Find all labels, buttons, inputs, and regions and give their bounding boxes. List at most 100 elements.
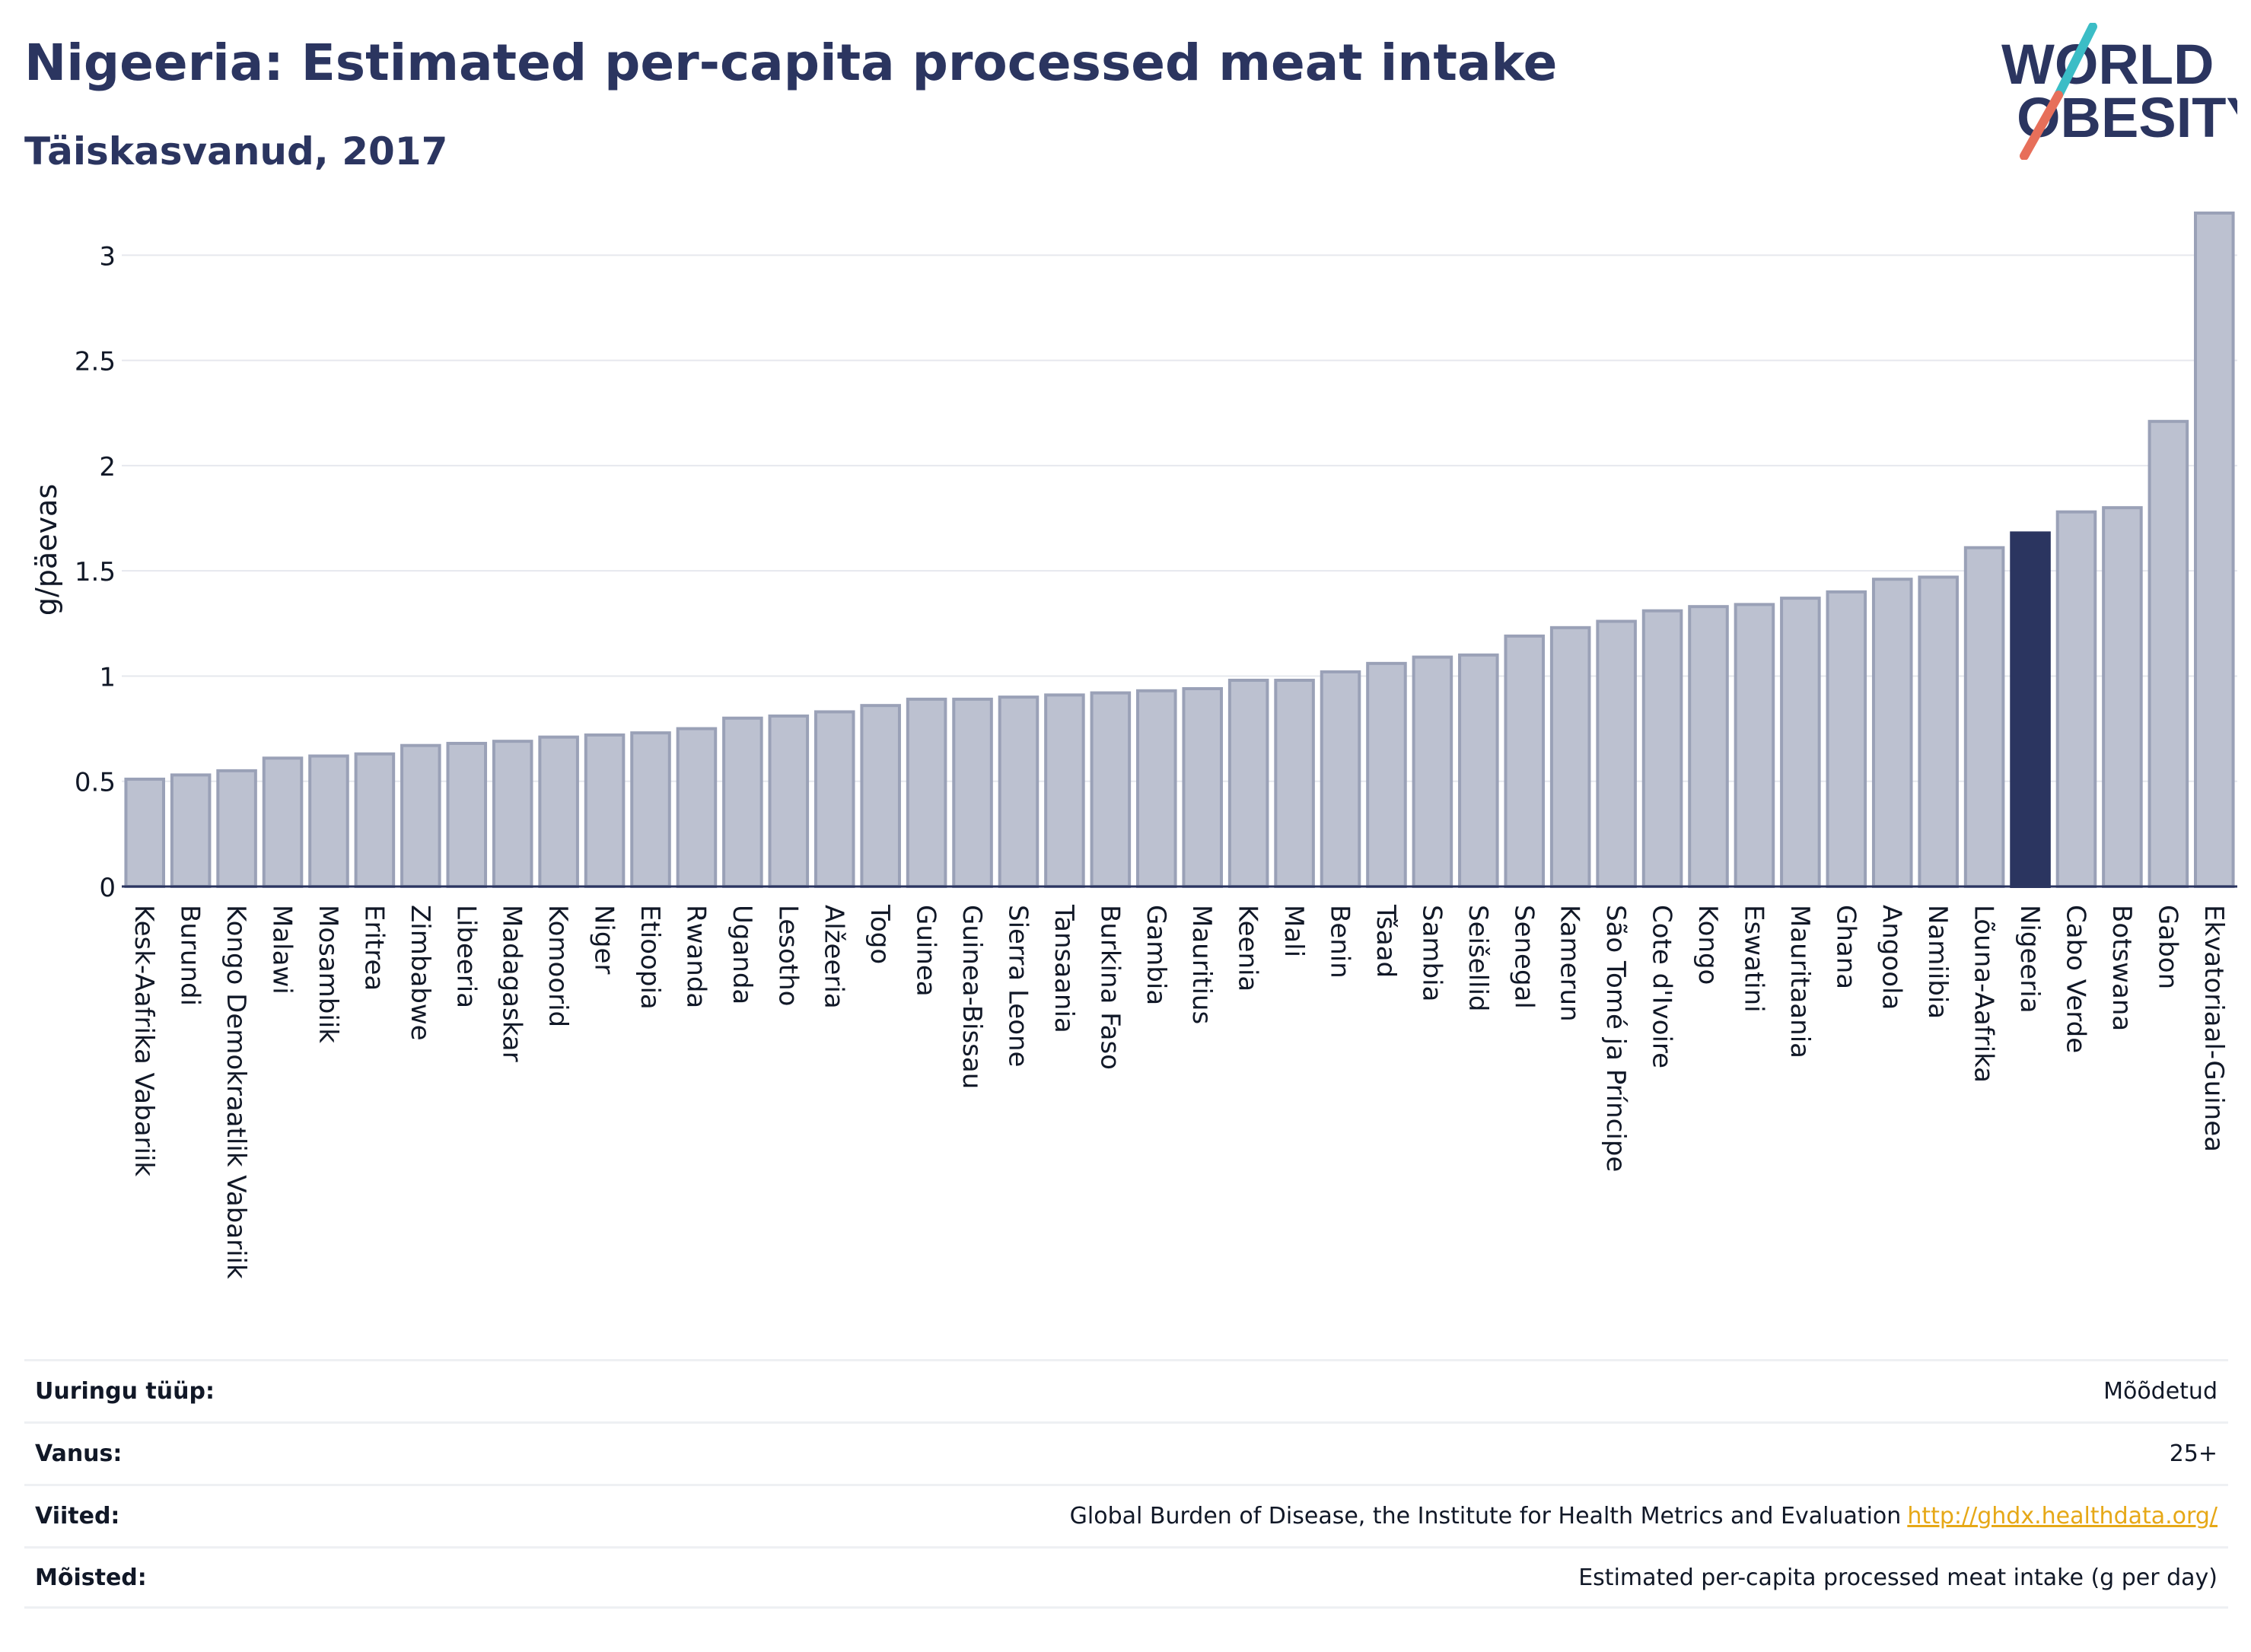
info-row-references: Viited: Global Burden of Disease, the In… [24, 1484, 2228, 1546]
x-tick-label: Tšaad [1371, 904, 1401, 978]
x-tick-label: Cote d'Ivoire [1647, 905, 1677, 1068]
bar [492, 740, 533, 888]
bar [1780, 597, 1821, 888]
info-key: Viited: [35, 1503, 120, 1529]
bar [1871, 578, 1913, 888]
bar [354, 752, 396, 888]
bar [860, 704, 901, 888]
chart-subtitle: Täiskasvanud, 2017 [24, 129, 448, 173]
bar-chart: 0 0.5 1 1.5 2 2.5 3 g/päevas Kesk-Aafrika Vabari… [30, 212, 2237, 1279]
bar [1136, 689, 1177, 888]
bar [1641, 609, 1683, 888]
info-row-survey-type: Uuringu tüüp: Mõõdetud [24, 1359, 2228, 1421]
x-tick-label: Niger [589, 905, 619, 974]
bar [1458, 653, 1499, 888]
bar [630, 731, 671, 888]
bar [768, 714, 810, 888]
x-tick-label: Lõuna-Aafrika [1969, 905, 1999, 1083]
x-tick-label: Zimbabwe [405, 905, 435, 1041]
info-key: Mõisted: [35, 1564, 147, 1591]
x-tick-label: Tansaania [1049, 904, 1079, 1033]
x-tick-label: Ghana [1830, 905, 1861, 989]
bar [676, 727, 718, 888]
x-tick-label: Guinea-Bissau [957, 905, 987, 1089]
bar [124, 777, 165, 888]
x-tick-label: Kongo [1692, 905, 1723, 985]
x-tick-label: Benin [1325, 905, 1355, 979]
bar [1182, 687, 1223, 888]
world-obesity-logo: WORLD OBESITY [2001, 23, 2237, 160]
info-row-age: Vanus: 25+ [24, 1421, 2228, 1484]
x-tick-label: Namiibia [1922, 905, 1953, 1019]
x-tick-label: Kesk-Aafrika Vabariik [129, 905, 159, 1176]
bar [1320, 670, 1361, 888]
x-tick-label: Cabo Verde [2060, 905, 2090, 1053]
bar [308, 754, 349, 888]
x-tick-label: Nigeeria [2014, 905, 2045, 1014]
x-tick-label: Mali [1278, 905, 1309, 957]
x-tick-label: Sierra Leone [1002, 905, 1033, 1067]
bar [1504, 634, 1546, 888]
bar [1044, 693, 1085, 888]
bar [216, 769, 257, 888]
x-tick-label: Mosambiik [313, 905, 343, 1043]
x-tick-label: Seišellid [1463, 905, 1493, 1012]
bar [584, 733, 626, 888]
y-tick-label: 0.5 [75, 768, 116, 798]
x-tick-label: Mauritaania [1785, 905, 1815, 1058]
bar [1227, 678, 1269, 888]
info-table: Uuringu tüüp: Mõõdetud Vanus: 25+ Viited… [24, 1359, 2228, 1609]
x-tick-label: Malawi [267, 905, 298, 995]
x-tick-label: Sambia [1416, 905, 1447, 1001]
info-value: Estimated per-capita processed meat inta… [1578, 1564, 2218, 1591]
info-row-definitions: Mõisted: Estimated per-capita processed … [24, 1546, 2228, 1609]
x-tick-label: Etioopia [635, 905, 665, 1010]
bar [1549, 625, 1591, 888]
y-tick-label: 3 [99, 241, 116, 272]
bar [446, 741, 488, 888]
x-tick-label: Senegal [1508, 905, 1539, 1009]
bar [2102, 506, 2143, 888]
logo-line1: WORLD [2001, 33, 2214, 96]
info-value: Global Burden of Disease, the Institute … [1069, 1503, 1902, 1529]
x-tick-label: Guinea [911, 905, 941, 997]
bar [1734, 603, 1775, 888]
x-tick-label: Burundi [175, 905, 205, 1006]
bar [813, 710, 855, 888]
x-tick-label: Gambia [1141, 905, 1171, 1005]
x-tick-label: Komoorid [543, 905, 573, 1027]
x-tick-label: São Tomé ja Príncipe [1600, 905, 1631, 1172]
bar [2055, 510, 2097, 888]
bar [1688, 605, 1729, 888]
bar [2194, 212, 2235, 888]
bar [906, 697, 947, 888]
y-axis-label: g/päevas [30, 484, 63, 616]
bar [1090, 691, 1132, 888]
x-tick-label: Angoola [1877, 905, 1907, 1010]
bar [400, 743, 441, 888]
y-tick-label: 1.5 [75, 557, 116, 587]
x-tick-label: Burkina Faso [1094, 905, 1125, 1070]
bar [1366, 661, 1407, 888]
x-tick-label: Gabon [2152, 905, 2183, 989]
chart-title: Nigeeria: Estimated per-capita processed… [24, 33, 1558, 92]
bar [1274, 678, 1315, 888]
x-tick-label: Madagaskar [497, 905, 527, 1062]
x-tick-label: Mauritius [1186, 905, 1217, 1024]
info-key: Vanus: [35, 1440, 123, 1467]
bar [262, 756, 304, 888]
y-tick-label: 0 [99, 873, 116, 903]
bar [1596, 619, 1637, 888]
x-tick-label: Rwanda [680, 905, 711, 1008]
x-tick-label: Eswatini [1738, 905, 1769, 1013]
x-tick-label: Alžeeria [819, 905, 849, 1009]
bar [1412, 655, 1453, 888]
bar [2148, 419, 2189, 888]
bar [952, 697, 993, 888]
bar [722, 716, 763, 888]
x-tick-label: Libeeria [451, 905, 481, 1008]
info-value: Mõõdetud [2103, 1378, 2218, 1405]
reference-link[interactable]: http://ghdx.healthdata.org/ [1907, 1503, 2218, 1529]
x-tick-label: Kamerun [1555, 905, 1585, 1022]
info-value-wrap: Global Burden of Disease, the Institute … [1070, 1503, 2218, 1529]
